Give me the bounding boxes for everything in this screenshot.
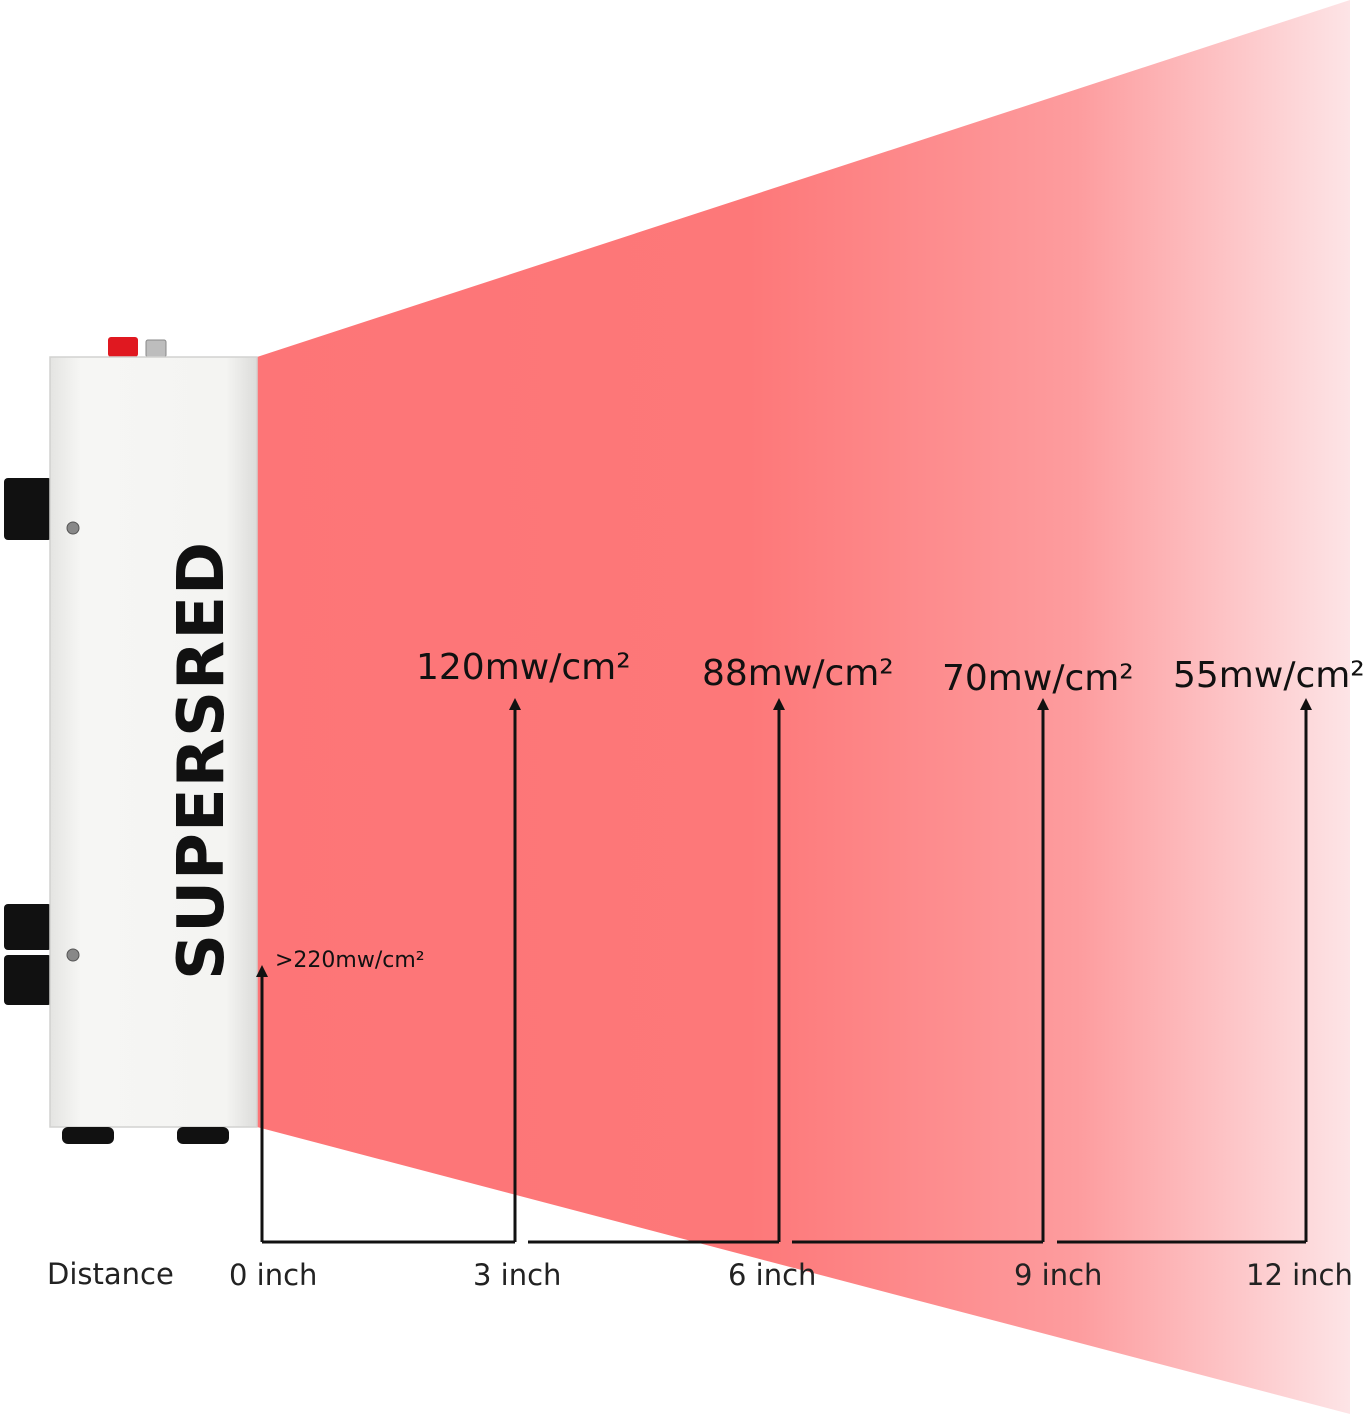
device-foot [62, 1127, 114, 1144]
arrow-head-4 [1300, 698, 1312, 710]
arrow-head-3 [1037, 698, 1049, 710]
distance-label-3: 3 inch [473, 1258, 562, 1292]
light-panel-device [4, 337, 258, 1144]
irradiance-label-6: 88mw/cm² [702, 653, 894, 694]
mount-bracket-mid [4, 904, 52, 950]
mount-bracket-top [4, 478, 52, 540]
screw-icon [66, 948, 80, 962]
irradiance-label-12: 55mw/cm² [1173, 655, 1364, 696]
arrow-head-1 [509, 698, 521, 710]
arrow-head-0 [256, 965, 268, 977]
distance-label-12: 12 inch [1246, 1258, 1353, 1292]
brand-logo: SUPERSRED [106, 510, 239, 980]
mount-bracket-bottom [4, 955, 52, 1005]
distance-brackets [256, 698, 1312, 1244]
fuse-holder [145, 339, 167, 358]
brand-logo-text: SUPERSRED [165, 540, 239, 980]
power-switch [108, 337, 138, 357]
distance-label-0: 0 inch [229, 1258, 318, 1292]
light-beam [257, 0, 1350, 1414]
device-housing [49, 356, 258, 1128]
irradiance-label-3: 120mw/cm² [416, 647, 631, 688]
screw-icon [66, 521, 80, 535]
device-foot [177, 1127, 229, 1144]
arrow-head-2 [773, 698, 785, 710]
irradiance-label-0: >220mw/cm² [275, 948, 425, 973]
distance-heading: Distance [47, 1257, 174, 1291]
distance-label-6: 6 inch [728, 1258, 817, 1292]
irradiance-label-9: 70mw/cm² [942, 658, 1134, 699]
distance-label-9: 9 inch [1014, 1258, 1103, 1292]
